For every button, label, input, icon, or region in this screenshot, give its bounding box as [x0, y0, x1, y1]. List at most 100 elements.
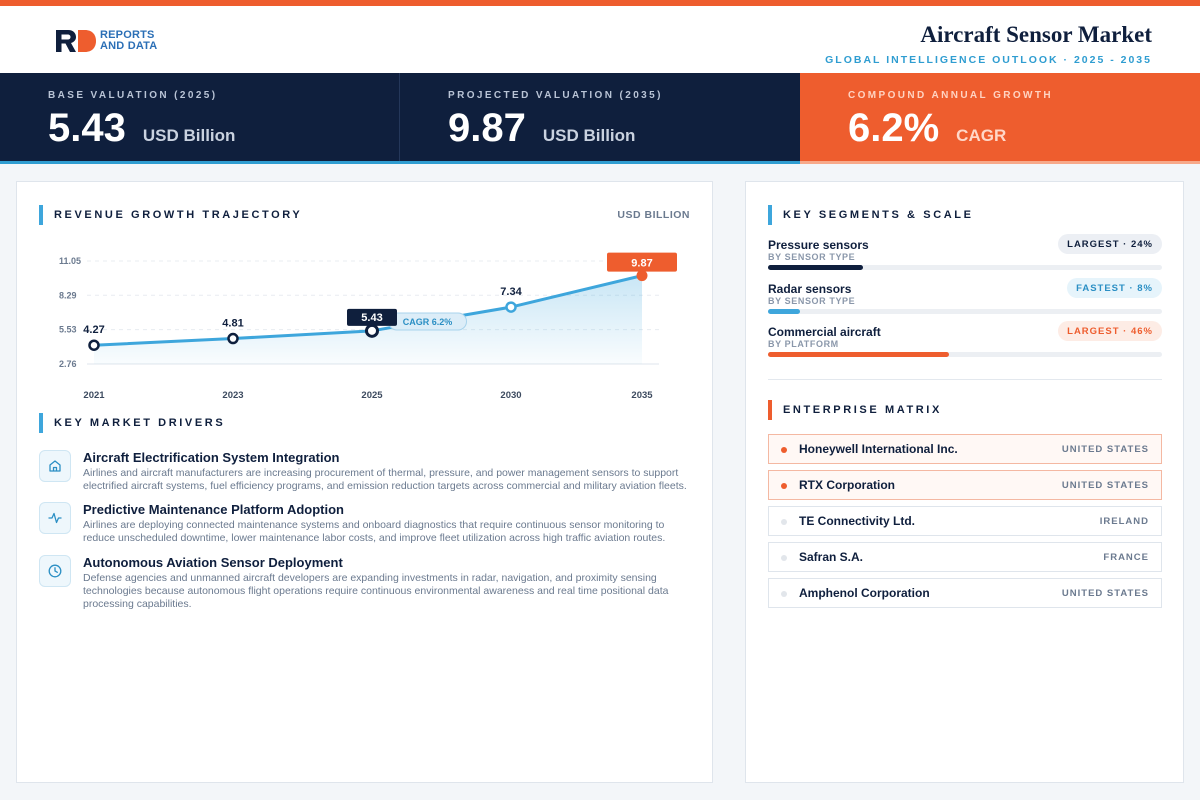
reports-and-data-logo[interactable]: REPORTS AND DATA	[54, 28, 157, 54]
data-point	[636, 270, 648, 282]
y-tick-label: 5.53	[59, 325, 77, 335]
section-accent	[39, 413, 43, 433]
home-icon	[39, 450, 71, 482]
driver-title: Autonomous Aviation Sensor Deployment	[83, 555, 343, 570]
stat-base-valuation: BASE VALUATION (2025) 5.43 USD Billion	[0, 73, 400, 164]
section-title-text: KEY SEGMENTS & SCALE	[783, 209, 974, 221]
segment-category: BY PLATFORM	[768, 339, 839, 349]
stats-strip: BASE VALUATION (2025) 5.43 USD Billion P…	[0, 73, 1200, 164]
y-tick-label: 8.29	[59, 290, 77, 300]
segment-name: Radar sensors	[768, 282, 852, 296]
stat-label: PROJECTED VALUATION (2035)	[448, 90, 663, 101]
company-row[interactable]: Safran S.A. FRANCE	[768, 542, 1162, 572]
company-name: TE Connectivity Ltd.	[799, 514, 916, 528]
x-tick-label: 2021	[83, 390, 105, 401]
company-status-dot	[781, 555, 787, 561]
company-name: Amphenol Corporation	[799, 586, 930, 600]
section-title-text: KEY MARKET DRIVERS	[54, 417, 226, 429]
segment-share-fill	[768, 309, 800, 314]
company-status-dot	[781, 591, 787, 597]
value-label: 9.87	[631, 258, 652, 270]
section-title-text: ENTERPRISE MATRIX	[783, 404, 942, 416]
company-row[interactable]: Amphenol Corporation UNITED STATES	[768, 578, 1162, 608]
x-tick-label: 2025	[361, 390, 383, 401]
segment-share-track	[768, 352, 1162, 357]
stat-value: 6.2%	[848, 106, 940, 150]
stat-value: 9.87	[448, 106, 526, 150]
company-country: UNITED STATES	[1061, 480, 1149, 491]
stat-unit: USD Billion	[142, 126, 236, 145]
unit-label: USD BILLION	[617, 209, 690, 221]
company-row[interactable]: Honeywell International Inc. UNITED STAT…	[768, 434, 1162, 464]
x-tick-label: 2030	[500, 390, 521, 401]
segment-name: Pressure sensors	[768, 238, 869, 252]
data-point	[227, 332, 239, 345]
stat-label: BASE VALUATION (2025)	[48, 90, 218, 101]
section-accent	[768, 205, 772, 225]
logo-text-line1: REPORTS	[100, 29, 155, 41]
company-name: Honeywell International Inc.	[799, 442, 958, 456]
segment-badge: LARGEST · 24%	[1058, 234, 1162, 254]
logo-text: REPORTS AND DATA	[100, 30, 157, 52]
top-accent-bar	[0, 0, 1200, 6]
driver-description: Airlines and aircraft manufacturers are …	[83, 467, 687, 492]
section-divider	[768, 379, 1162, 380]
company-status-dot	[781, 483, 787, 489]
segment-share-track	[768, 309, 1162, 314]
company-row[interactable]: RTX Corporation UNITED STATES	[768, 470, 1162, 500]
cagr-label: CAGR 6.2%	[403, 317, 453, 327]
stat-cagr: COMPOUND ANNUAL GROWTH 6.2% CAGR	[800, 73, 1200, 164]
value-label-box	[347, 308, 397, 326]
segment-row: Commercial aircraft BY PLATFORM LARGEST …	[768, 321, 1162, 367]
value-label-box	[607, 252, 677, 272]
company-country: UNITED STATES	[1061, 588, 1149, 599]
driver-description: Defense agencies and unmanned aircraft d…	[83, 572, 669, 610]
segment-row: Radar sensors BY SENSOR TYPE FASTEST · 8…	[768, 278, 1162, 324]
revenue-line-chart: 2.76 5.53 8.29 11.05 CAGR 6.2% 4.27 2021 4.81 20…	[59, 252, 677, 401]
clock-icon	[39, 555, 71, 587]
stat-unit: CAGR	[956, 126, 1007, 145]
page-title: Aircraft Sensor Market	[920, 22, 1152, 47]
activity-icon	[39, 502, 71, 534]
company-status-dot	[781, 447, 787, 453]
data-point	[365, 323, 379, 338]
company-country: FRANCE	[1103, 552, 1149, 563]
revenue-section-title: REVENUE GROWTH TRAJECTORY	[39, 205, 302, 225]
logo-text-line2: AND DATA	[100, 40, 158, 52]
segment-category: BY SENSOR TYPE	[768, 252, 856, 262]
segment-category: BY SENSOR TYPE	[768, 296, 856, 306]
value-label: 7.34	[500, 286, 522, 298]
driver-description: Airlines are deploying connected mainten…	[83, 519, 666, 544]
driver-title: Aircraft Electrification System Integrat…	[83, 450, 340, 465]
segments-section-title: KEY SEGMENTS & SCALE	[768, 205, 974, 225]
segment-name: Commercial aircraft	[768, 325, 881, 339]
header: REPORTS AND DATA Aircraft Sensor Market …	[0, 6, 1200, 73]
drivers-section-title: KEY MARKET DRIVERS	[39, 413, 225, 433]
section-accent	[39, 205, 43, 225]
stats-divider	[399, 73, 400, 161]
rd-logo-icon	[56, 30, 96, 52]
enterprise-section-title: ENTERPRISE MATRIX	[768, 400, 942, 420]
company-name: Safran S.A.	[799, 550, 864, 564]
data-point	[88, 339, 100, 351]
page-subtitle: GLOBAL INTELLIGENCE OUTLOOK · 2025 - 203…	[825, 54, 1152, 66]
left-panel: REVENUE GROWTH TRAJECTORY USD BILLION 2.…	[16, 181, 713, 783]
y-tick-label: 2.76	[59, 359, 77, 369]
company-name: RTX Corporation	[799, 478, 895, 492]
y-tick-label: 11.05	[59, 256, 81, 266]
value-label: 5.43	[361, 312, 382, 324]
stat-label: COMPOUND ANNUAL GROWTH	[848, 90, 1054, 101]
segment-share-fill	[768, 352, 950, 357]
driver-title: Predictive Maintenance Platform Adoption	[83, 502, 345, 517]
x-tick-label: 2035	[631, 390, 653, 401]
data-point	[505, 301, 517, 313]
stat-projected-valuation: PROJECTED VALUATION (2035) 9.87 USD Bill…	[400, 73, 800, 164]
company-country: UNITED STATES	[1061, 444, 1149, 455]
stat-value: 5.43	[48, 106, 126, 150]
company-row[interactable]: TE Connectivity Ltd. IRELAND	[768, 506, 1162, 536]
x-tick-label: 2023	[222, 390, 243, 401]
segment-badge: FASTEST · 8%	[1067, 278, 1162, 298]
right-panel: KEY SEGMENTS & SCALE Pressure sensors BY…	[745, 181, 1184, 783]
segment-row: Pressure sensors BY SENSOR TYPE LARGEST …	[768, 234, 1162, 280]
company-country: IRELAND	[1099, 516, 1149, 527]
